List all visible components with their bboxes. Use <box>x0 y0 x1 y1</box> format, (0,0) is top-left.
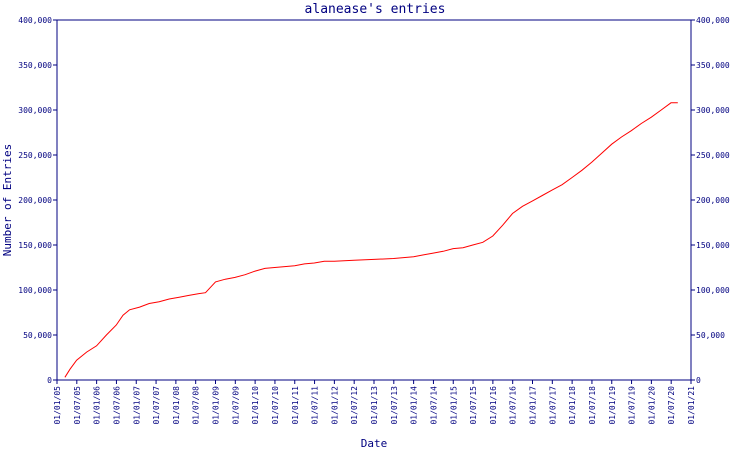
x-tick-label: 01/01/14 <box>410 386 419 425</box>
y-tick-label-right: 150,000 <box>696 241 730 250</box>
x-tick-label: 01/01/08 <box>172 386 181 425</box>
x-tick-label: 01/07/12 <box>350 386 359 425</box>
y-tick-label-left: 100,000 <box>18 286 52 295</box>
y-tick-label-right: 300,000 <box>696 106 730 115</box>
x-tick-label: 01/01/12 <box>330 386 339 425</box>
x-tick-label: 01/01/18 <box>568 386 577 425</box>
x-tick-label: 01/01/05 <box>53 386 62 425</box>
x-tick-label: 01/01/19 <box>608 386 617 425</box>
x-tick-label: 01/01/10 <box>251 386 260 425</box>
y-axis-right: 0 50,000 100,000 150,000 200,000 250,000 300,0… <box>691 16 730 385</box>
x-tick-label: 01/07/20 <box>667 386 676 425</box>
x-tick-label: 01/07/11 <box>311 386 320 425</box>
x-tick-label: 01/01/15 <box>449 386 458 425</box>
y-axis-left: 0 50,000 100,000 150,000 200,000 250,000 300,0… <box>18 16 57 385</box>
y-axis-title: Number of Entries <box>1 144 14 257</box>
x-axis-title: Date <box>361 437 388 450</box>
entries-series-line <box>64 102 678 378</box>
x-tick-label: 01/07/14 <box>429 386 438 425</box>
x-tick-label: 01/01/11 <box>291 386 300 425</box>
y-tick-label-right: 400,000 <box>696 16 730 25</box>
y-tick-label-left: 400,000 <box>18 16 52 25</box>
x-tick-label: 01/07/06 <box>112 386 121 425</box>
y-tick-label-right: 250,000 <box>696 151 730 160</box>
y-tick-label-right: 200,000 <box>696 196 730 205</box>
y-tick-label-left: 0 <box>47 376 52 385</box>
x-tick-label: 01/01/17 <box>529 386 538 425</box>
x-tick-label: 01/07/05 <box>73 386 82 425</box>
x-tick-label: 01/01/13 <box>370 386 379 425</box>
x-tick-label: 01/01/21 <box>687 386 696 425</box>
x-tick-label: 01/01/07 <box>132 386 141 425</box>
x-tick-label: 01/07/10 <box>271 386 280 425</box>
y-tick-label-left: 250,000 <box>18 151 52 160</box>
x-tick-label: 01/01/16 <box>489 386 498 425</box>
y-tick-label-right: 0 <box>696 376 701 385</box>
chart-title: alanease's entries <box>305 2 446 17</box>
plot-frame <box>56 19 692 381</box>
y-tick-label-left: 300,000 <box>18 106 52 115</box>
y-tick-label-left: 50,000 <box>23 331 52 340</box>
y-tick-label-left: 350,000 <box>18 61 52 70</box>
y-tick-label-right: 350,000 <box>696 61 730 70</box>
x-tick-label: 01/07/17 <box>548 386 557 425</box>
x-tick-label: 01/01/20 <box>647 386 656 425</box>
x-tick-label: 01/01/06 <box>93 386 102 425</box>
y-tick-label-right: 100,000 <box>696 286 730 295</box>
x-tick-label: 01/07/07 <box>152 386 161 425</box>
y-tick-label-right: 50,000 <box>696 331 725 340</box>
x-tick-label: 01/07/16 <box>509 386 518 425</box>
y-tick-label-left: 150,000 <box>18 241 52 250</box>
x-tick-label: 01/01/09 <box>212 386 221 425</box>
x-tick-label: 01/07/08 <box>192 386 201 425</box>
x-axis: 01/01/05 01/07/05 01/01/06 01/07/06 01/01/07… <box>53 380 696 425</box>
x-tick-label: 01/07/15 <box>469 386 478 425</box>
x-tick-label: 01/07/18 <box>588 386 597 425</box>
x-tick-label: 01/07/19 <box>628 386 637 425</box>
y-tick-label-left: 200,000 <box>18 196 52 205</box>
x-tick-label: 01/07/09 <box>231 386 240 425</box>
x-tick-label: 01/07/13 <box>390 386 399 425</box>
